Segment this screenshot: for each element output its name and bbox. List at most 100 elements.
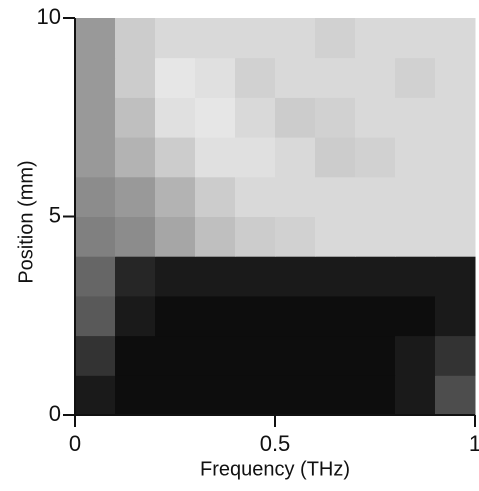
heatmap-cell — [275, 375, 316, 416]
heatmap-cell — [355, 256, 396, 297]
heatmap-cell — [355, 18, 396, 59]
heatmap-cell — [435, 375, 476, 416]
x-axis-title: Frequency (THz) — [200, 458, 350, 480]
heatmap-cell — [355, 137, 396, 178]
heatmap-cell — [355, 176, 396, 217]
heatmap-cell — [155, 97, 196, 138]
heatmap-cell — [155, 176, 196, 217]
heatmap-cell — [155, 216, 196, 257]
heatmap-cell — [275, 335, 316, 376]
heatmap-cell — [315, 216, 356, 257]
heatmap-cell — [435, 97, 476, 138]
heatmap-cell — [75, 176, 116, 217]
x-tick-label: 0 — [69, 431, 81, 456]
y-tick-label: 0 — [49, 401, 61, 426]
heatmap-cell — [75, 137, 116, 178]
heatmap-cell — [395, 137, 436, 178]
heatmap-cell — [275, 97, 316, 138]
heatmap-cell — [275, 18, 316, 59]
heatmap-cell — [315, 97, 356, 138]
heatmap-cell — [355, 97, 396, 138]
heatmap-cell — [75, 256, 116, 297]
heatmap-cell — [435, 256, 476, 297]
heatmap-cell — [75, 97, 116, 138]
heatmap-cell — [395, 335, 436, 376]
heatmap-cell — [435, 57, 476, 98]
heatmap-cell — [395, 97, 436, 138]
heatmap-cell — [195, 137, 236, 178]
heatmap-cell — [195, 256, 236, 297]
heatmap-cell — [235, 375, 276, 416]
heatmap-cell — [75, 295, 116, 337]
heatmap-cell — [395, 216, 436, 257]
heatmap-cell — [315, 176, 356, 217]
heatmap-cell — [115, 295, 156, 337]
heatmap-cell — [435, 176, 476, 217]
heatmap-cell — [315, 295, 356, 337]
heatmap-cell — [315, 137, 356, 178]
heatmap-cell — [115, 375, 156, 416]
heatmap-cell — [155, 375, 196, 416]
heatmap-cell — [315, 375, 356, 416]
heatmap-cell — [355, 295, 396, 337]
heatmap-cell — [75, 375, 116, 416]
heatmap-cell — [115, 97, 156, 138]
heatmap-cell — [195, 335, 236, 376]
heatmap-cell — [395, 256, 436, 297]
heatmap-cell — [235, 57, 276, 98]
heatmap-cell — [395, 57, 436, 98]
heatmap-cell — [115, 216, 156, 257]
heatmap-cell — [115, 18, 156, 59]
heatmap-cell — [275, 57, 316, 98]
heatmap-cell — [195, 18, 236, 59]
heatmap-cell — [155, 256, 196, 297]
y-tick-label: 5 — [49, 202, 61, 227]
heatmap-cell — [75, 335, 116, 376]
heatmap-cell — [435, 216, 476, 257]
heatmap-cell — [315, 57, 356, 98]
heatmap-cell — [195, 216, 236, 257]
heatmap-cell — [235, 18, 276, 59]
heatmap-cell — [315, 18, 356, 59]
heatmap-cell — [235, 295, 276, 337]
heatmap-cell — [75, 57, 116, 98]
heatmap-cell — [155, 335, 196, 376]
heatmap-cell — [435, 295, 476, 337]
heatmap-cell — [115, 176, 156, 217]
heatmap-cell — [395, 18, 436, 59]
heatmap-cell — [115, 137, 156, 178]
y-tick-label: 10 — [37, 4, 61, 29]
heatmap-cell — [155, 295, 196, 337]
heatmap-cell — [115, 57, 156, 98]
heatmap-cell — [195, 97, 236, 138]
heatmap-cell — [355, 57, 396, 98]
heatmap-cell — [75, 18, 116, 59]
y-axis-title: Position (mm) — [15, 160, 37, 283]
heatmap-cell — [235, 176, 276, 217]
heatmap-cell — [315, 335, 356, 376]
heatmap-cell — [235, 216, 276, 257]
heatmap-cell — [235, 97, 276, 138]
heatmap-cell — [75, 216, 116, 257]
heatmap-cell — [155, 18, 196, 59]
heatmap-cell — [275, 256, 316, 297]
heatmap-cell — [195, 295, 236, 337]
heatmap-cell — [355, 375, 396, 416]
heatmap-cell — [275, 176, 316, 217]
heatmap-cell — [115, 256, 156, 297]
x-tick-label: 1 — [469, 431, 479, 456]
heatmap-cell — [395, 375, 436, 416]
heatmap-cell — [395, 295, 436, 337]
heatmap-cell — [195, 57, 236, 98]
heatmap-cell — [235, 335, 276, 376]
heatmap-cell — [355, 335, 396, 376]
heatmap-cell — [235, 256, 276, 297]
heatmap-cell — [195, 176, 236, 217]
heatmap-cell — [275, 295, 316, 337]
heatmap-cell — [435, 335, 476, 376]
heatmap — [75, 18, 476, 416]
heatmap-cell — [155, 137, 196, 178]
heatmap-cell — [115, 335, 156, 376]
heatmap-cell — [275, 216, 316, 257]
